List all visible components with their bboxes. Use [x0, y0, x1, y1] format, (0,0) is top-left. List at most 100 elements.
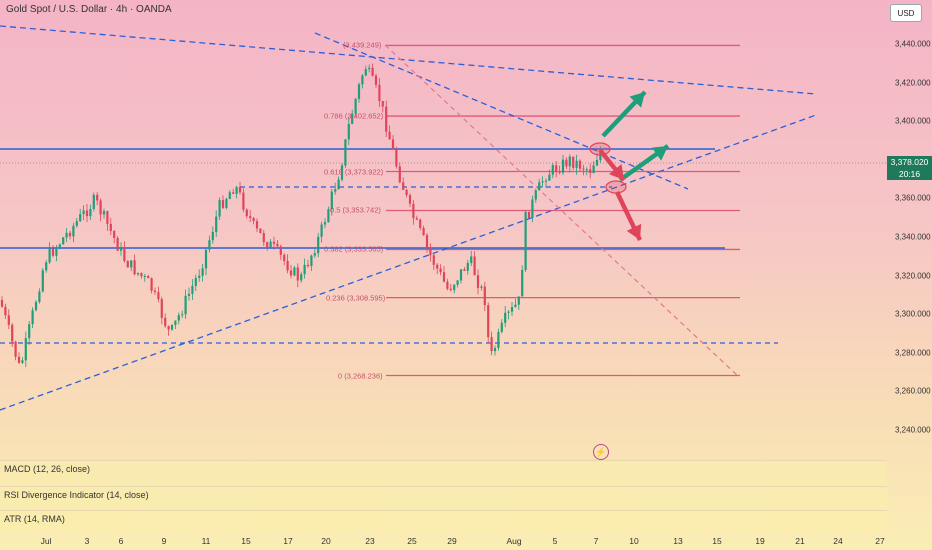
candle-body	[11, 324, 14, 342]
last-price-tag: 3,378.020 20:16	[887, 156, 932, 180]
candle-body	[14, 341, 17, 357]
candle-body	[136, 272, 140, 275]
candle-body	[432, 255, 435, 265]
candle-body	[351, 113, 354, 124]
atr-pane[interactable]: ATR (14, RMA)	[0, 510, 887, 532]
rsi-pane[interactable]: RSI Divergence Indicator (14, close)	[0, 486, 887, 510]
candle-body	[470, 256, 473, 263]
price-chart[interactable]	[0, 0, 887, 460]
direction-arrowhead	[651, 146, 668, 161]
fib-level-label: 0.236 (3,308.595)	[326, 293, 386, 303]
candle-body	[116, 237, 119, 251]
upper-trendline	[0, 25, 817, 95]
candle-body	[493, 347, 497, 352]
candle-body	[415, 218, 418, 220]
candle-body	[85, 210, 89, 217]
candle-body	[466, 262, 469, 271]
currency-button[interactable]: USD	[890, 4, 922, 22]
candle-body	[119, 247, 123, 251]
price-tick-label: 3,340.000	[895, 232, 931, 242]
candle-body	[34, 302, 38, 311]
candle-body	[592, 165, 595, 174]
candle-body	[514, 304, 517, 308]
candle-body	[357, 84, 361, 99]
candle-body	[548, 174, 551, 181]
candle-body	[283, 254, 286, 261]
events-bolt-icon[interactable]: ⚡	[593, 444, 609, 460]
candle-body	[487, 305, 490, 338]
candle-body	[204, 249, 208, 269]
candle-body	[51, 248, 55, 256]
candle-body	[99, 200, 102, 215]
candle-body	[201, 268, 204, 276]
bar-countdown: 20:16	[898, 169, 921, 179]
candle-body	[68, 232, 72, 237]
candle-body	[544, 180, 548, 182]
candle-body	[232, 192, 235, 194]
candle-body	[527, 211, 531, 218]
price-tick-label: 3,280.000	[895, 348, 931, 358]
candle-body	[191, 285, 194, 294]
candle-body	[473, 256, 476, 276]
time-tick-label: 9	[161, 536, 167, 546]
candle-body	[215, 216, 218, 232]
candle-body	[408, 195, 412, 204]
candle-body	[306, 264, 310, 267]
macd-label: MACD (12, 26, close)	[4, 464, 91, 474]
candle-body	[568, 156, 571, 167]
candle-body	[391, 139, 395, 150]
candle-body	[174, 320, 177, 325]
candle-body	[507, 311, 510, 313]
candle-body	[293, 267, 296, 276]
time-tick-label: 15	[241, 536, 251, 546]
candle-body	[449, 288, 452, 291]
candle-body	[538, 182, 541, 191]
candle-body	[589, 169, 592, 174]
candle-body	[524, 211, 527, 270]
direction-arrowhead	[609, 164, 624, 180]
candle-body	[130, 260, 133, 268]
rising-trendline	[0, 114, 817, 411]
candle-body	[585, 169, 588, 171]
candle-body	[412, 203, 415, 219]
candle-body	[225, 198, 228, 208]
candle-body	[17, 356, 21, 363]
candle-body	[361, 75, 364, 85]
candle-body	[371, 67, 374, 76]
time-tick-label: 23	[365, 536, 375, 546]
candle-body	[249, 216, 252, 219]
candle-body	[238, 187, 242, 193]
time-tick-label: 17	[283, 536, 293, 546]
time-tick-label: Jul	[40, 536, 52, 546]
candle-body	[167, 326, 170, 330]
macd-pane[interactable]: MACD (12, 26, close)	[0, 460, 887, 486]
candle-body	[160, 299, 163, 318]
candle-body	[170, 324, 174, 330]
candle-body	[245, 209, 248, 217]
price-tick-label: 3,440.000	[895, 39, 931, 49]
candle-body	[572, 156, 575, 168]
candle-body	[269, 241, 272, 248]
candle-body	[255, 221, 259, 229]
price-tick-label: 3,300.000	[895, 309, 931, 319]
candle-body	[208, 240, 211, 250]
candle-body	[323, 222, 327, 225]
time-tick-label: 11	[201, 536, 211, 546]
candle-body	[82, 210, 85, 215]
time-tick-label: 13	[673, 536, 683, 546]
candle-body	[459, 269, 463, 281]
price-tick-label: 3,420.000	[895, 78, 931, 88]
candle-body	[504, 312, 507, 323]
candle-body	[310, 255, 313, 267]
candle-body	[320, 224, 323, 237]
candle-body	[381, 100, 384, 107]
symbol-title[interactable]: Gold Spot / U.S. Dollar · 4h · OANDA	[6, 4, 172, 15]
time-tick-label: 20	[321, 536, 331, 546]
candle-body	[198, 275, 201, 278]
price-tick-label: 3,400.000	[895, 116, 931, 126]
candle-body	[313, 253, 316, 256]
candle-body	[194, 277, 197, 286]
candle-body	[62, 237, 65, 245]
candle-body	[500, 322, 503, 332]
